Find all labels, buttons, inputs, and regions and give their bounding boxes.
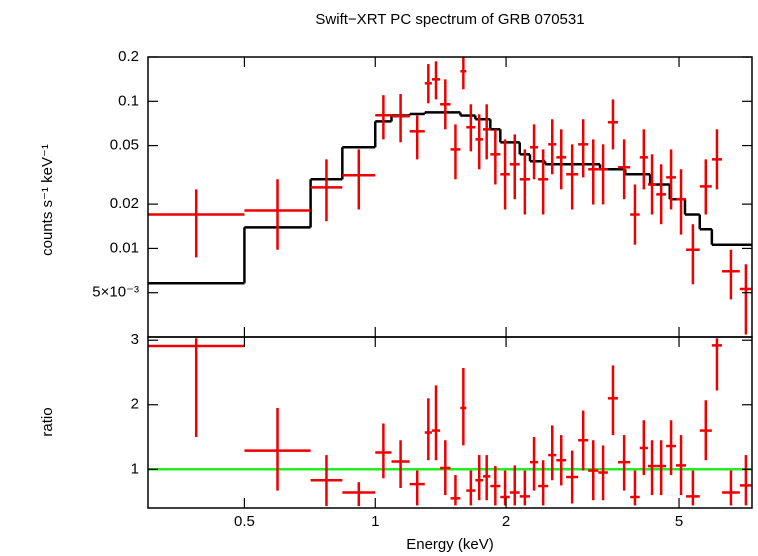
y-tick-label: 0.1 xyxy=(118,92,139,109)
y-tick-label: 3 xyxy=(131,331,139,348)
plot-frame xyxy=(147,336,753,509)
x-axis-label: Energy (keV) xyxy=(406,536,494,553)
y-tick-label: 1 xyxy=(131,460,139,477)
chart-title: Swift−XRT PC spectrum of GRB 070531 xyxy=(315,11,584,28)
y-tick-label: 0.05 xyxy=(110,137,139,154)
y-tick-label: 2 xyxy=(131,396,139,413)
plot-area xyxy=(148,338,752,507)
x-tick-label: 0.5 xyxy=(234,513,255,530)
y-tick-label: 5×10⁻³ xyxy=(92,284,139,301)
plot-area xyxy=(148,57,752,335)
y-tick-label: 0.01 xyxy=(110,239,139,256)
x-tick-label: 2 xyxy=(502,513,510,530)
y-axis-label: ratio xyxy=(39,407,56,436)
y-tick-label: 0.02 xyxy=(110,195,139,212)
y-tick-label: 0.2 xyxy=(118,48,139,65)
x-tick-label: 1 xyxy=(371,513,379,530)
x-tick-label: 5 xyxy=(675,513,683,530)
y-axis-label: counts s⁻¹ keV⁻¹ xyxy=(39,144,56,256)
